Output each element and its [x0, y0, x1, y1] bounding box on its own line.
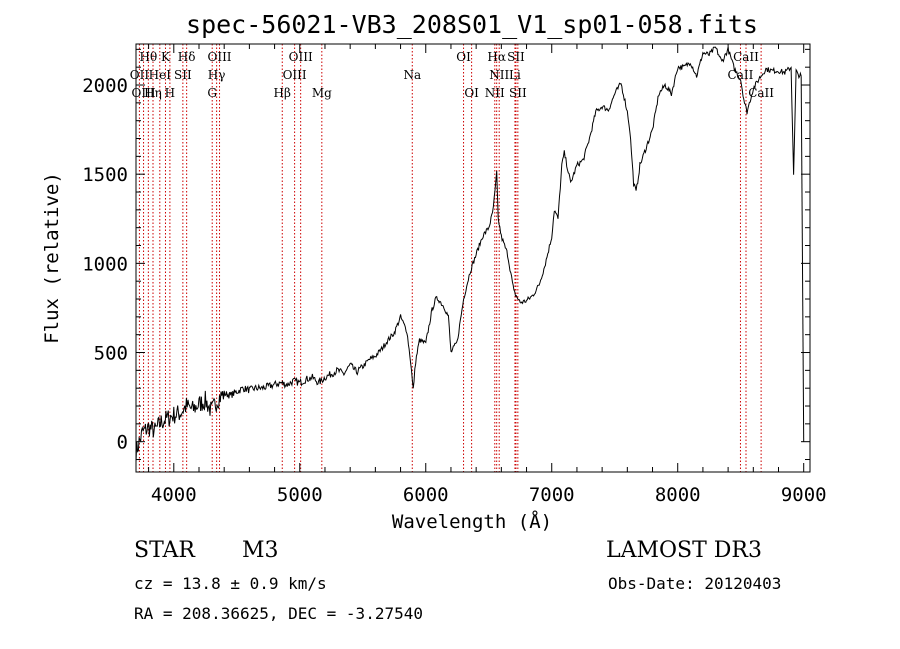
axis-ticks: 4000 5000 6000 7000 8000 9000 0 500 1000 1500 2000	[82, 44, 827, 506]
line-markers	[138, 44, 762, 472]
line-label: OI	[456, 50, 471, 64]
line-label: SII	[509, 86, 527, 100]
line-label: OIII	[132, 86, 156, 100]
x-tick-label: 8000	[655, 484, 701, 506]
line-label: Hθ	[139, 50, 157, 64]
y-tick-label: 1500	[82, 164, 128, 186]
line-label: SII	[174, 68, 192, 82]
line-label: HeI	[149, 68, 172, 82]
line-label: Hα	[487, 50, 506, 64]
line-label: Hβ	[274, 86, 291, 100]
object-class: STAR	[134, 538, 195, 563]
line-label: Hη	[144, 86, 162, 100]
line-label: NII	[485, 86, 505, 100]
y-tick-label: 2000	[82, 75, 128, 97]
line-label: Hδ	[178, 50, 196, 64]
line-label: OIII	[207, 50, 231, 64]
line-label: Li	[509, 68, 521, 82]
y-axis-label: Flux (relative)	[41, 172, 63, 344]
object-subclass: M3	[242, 538, 279, 563]
line-label: NII	[489, 68, 509, 82]
x-axis-label: Wavelength (Å)	[392, 510, 552, 533]
line-label: G	[207, 86, 217, 100]
x-tick-label: 9000	[781, 484, 827, 506]
y-tick-label: 500	[94, 343, 128, 365]
plot-frame	[135, 43, 811, 473]
line-label: OIII	[289, 50, 313, 64]
chart-title: spec-56021-VB3_208S01_V1_sp01-058.fits	[186, 10, 758, 39]
line-label: Na	[403, 68, 421, 82]
x-tick-label: 7000	[529, 484, 575, 506]
line-label: OI	[464, 86, 479, 100]
x-tick-label: 4000	[151, 484, 197, 506]
survey-name: LAMOST DR3	[606, 538, 762, 563]
x-tick-label: 6000	[403, 484, 449, 506]
line-label: H	[165, 86, 175, 100]
line-label: CaII	[733, 50, 759, 64]
spectrum-tail	[800, 76, 805, 442]
spectrum-series	[135, 46, 805, 463]
line-label: CaII	[728, 68, 754, 82]
y-tick-label: 1000	[82, 253, 128, 275]
line-label: OII	[130, 68, 150, 82]
x-tick-label: 5000	[277, 484, 323, 506]
line-label: OIII	[283, 68, 307, 82]
spectrum-line	[135, 46, 802, 463]
line-label: CaII	[748, 86, 774, 100]
line-label: Hγ	[208, 68, 226, 82]
redshift-text: cz = 13.8 ± 0.9 km/s	[134, 574, 327, 593]
line-label: Mg	[312, 86, 332, 100]
obs-date: Obs-Date: 20120403	[608, 574, 782, 593]
line-label: K	[161, 50, 171, 64]
y-tick-label: 0	[117, 432, 128, 454]
line-label: SII	[507, 50, 525, 64]
coordinates: RA = 208.36625, DEC = -3.27540	[134, 604, 423, 623]
